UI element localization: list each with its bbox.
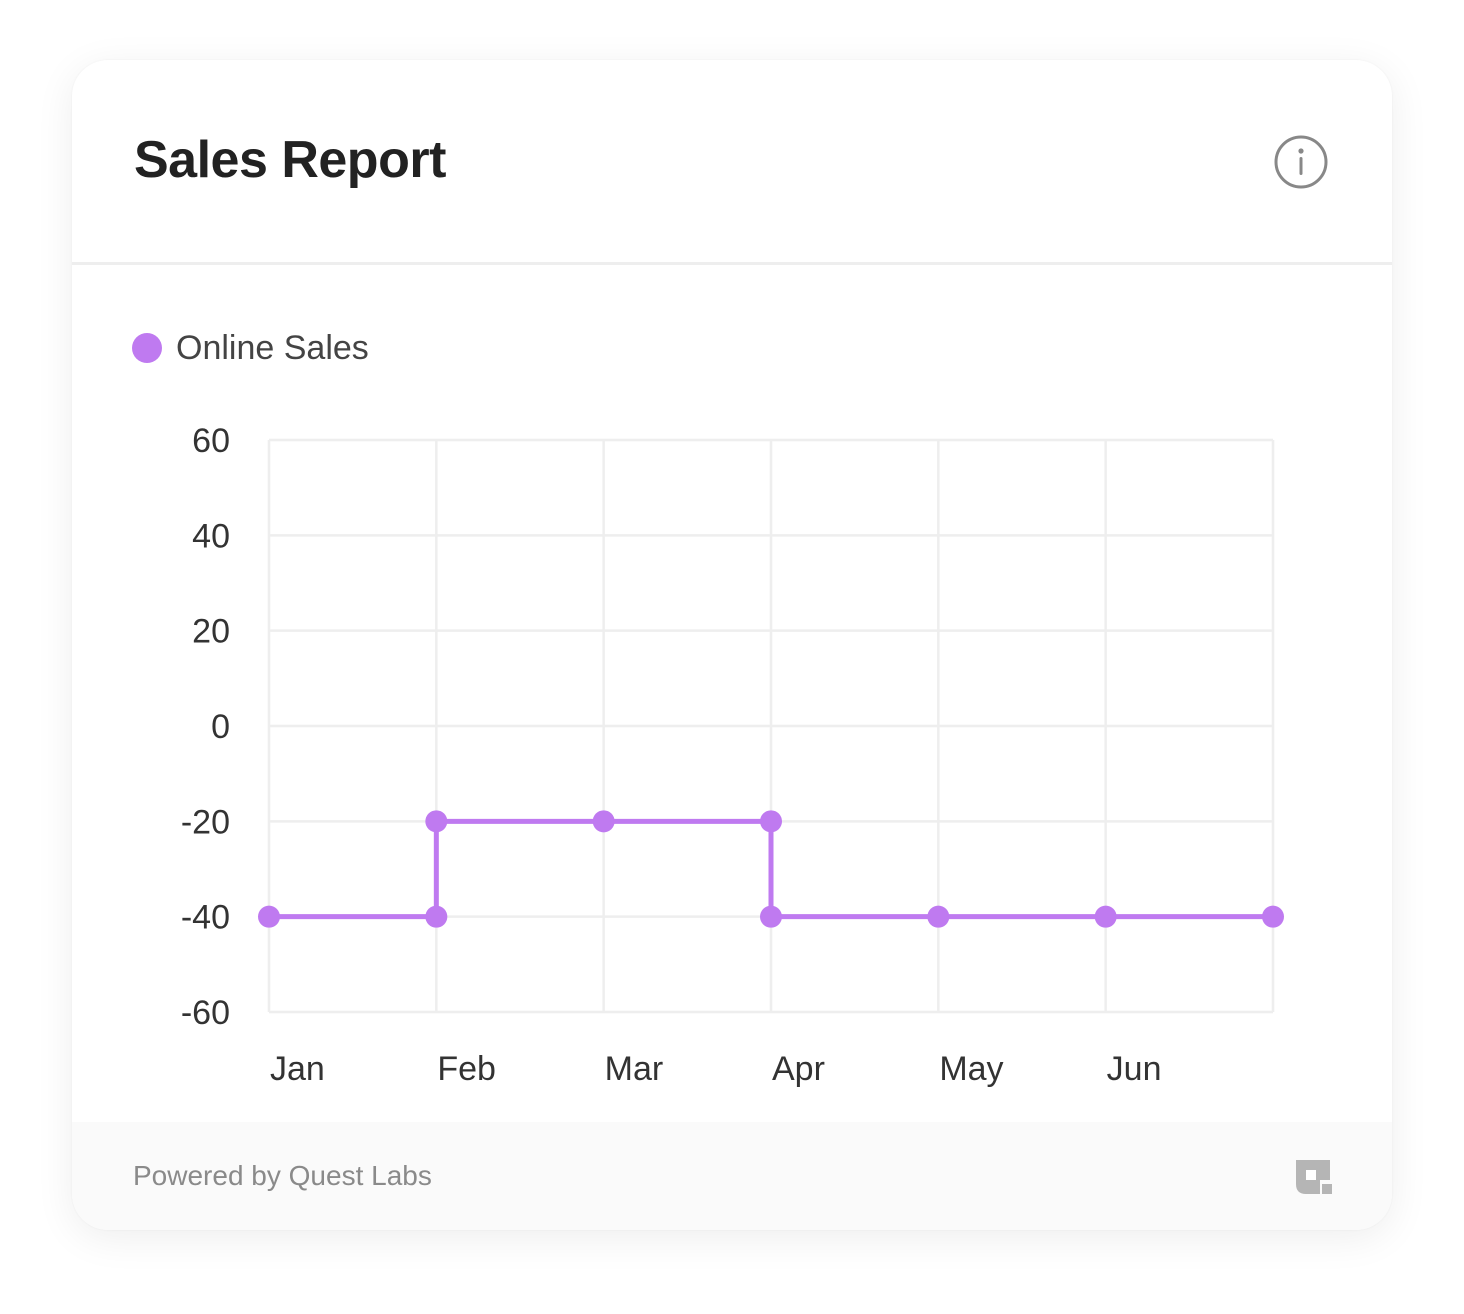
data-point: [1094, 905, 1117, 928]
sales-report-card: Sales Report 60 40 20 0 -20 -40 -60 Jan Feb Mar Ap…: [72, 60, 1392, 1230]
x-tick-label: Feb: [437, 1050, 496, 1088]
data-point: [927, 905, 950, 928]
card-title: Sales Report: [134, 131, 446, 189]
info-icon[interactable]: [1274, 135, 1328, 189]
x-tick-label: May: [939, 1050, 1003, 1088]
data-point: [425, 905, 448, 928]
sales-chart: 60 40 20 0 -20 -40 -60 Jan Feb Mar Apr May Jun: [181, 422, 1284, 1088]
data-point: [258, 905, 280, 928]
y-tick-label: 40: [192, 517, 230, 555]
chart-legend: Online Sales: [132, 328, 369, 368]
data-point: [760, 905, 782, 928]
x-tick-label: Jun: [1107, 1050, 1162, 1088]
card-header: Sales Report: [72, 60, 1392, 265]
series-line: [266, 818, 1276, 920]
y-tick-label: 60: [192, 422, 230, 460]
y-tick-label: -20: [181, 803, 230, 841]
y-tick-label: 0: [211, 708, 230, 746]
data-point: [425, 810, 448, 833]
y-tick-label: 20: [192, 613, 230, 651]
y-tick-label: -40: [181, 899, 230, 937]
x-tick-label: Jan: [270, 1050, 325, 1088]
legend-swatch: [132, 333, 162, 363]
legend-label: Online Sales: [176, 328, 369, 367]
card-footer: Powered by Quest Labs: [72, 1122, 1392, 1230]
data-point: [592, 810, 615, 833]
x-tick-label: Apr: [772, 1050, 825, 1088]
y-tick-label: -60: [181, 994, 230, 1032]
powered-by-text: Powered by Quest Labs: [133, 1160, 432, 1191]
data-point: [760, 810, 782, 833]
quest-labs-logo-icon[interactable]: [1294, 1158, 1334, 1198]
x-tick-label: Mar: [605, 1050, 664, 1088]
data-point: [1262, 905, 1284, 928]
